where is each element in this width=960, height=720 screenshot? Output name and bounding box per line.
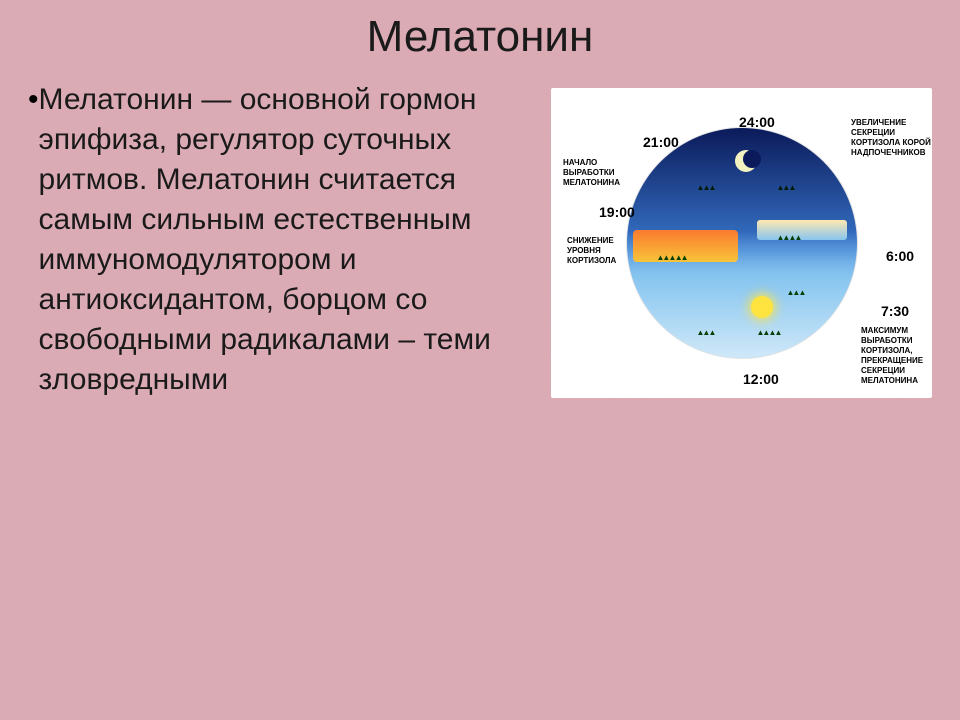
trees-icon: ▲ ▲▲: [697, 183, 715, 192]
circadian-figure: ▲▲ ▲ ▲▲ ▲▲ ▲▲ ▲ ▲▲ ▲▲ ▲ ▲▲ ▲ ▲▲ ▲▲ ▲▲ ▲ …: [551, 88, 932, 398]
dawn-scene: [757, 220, 847, 240]
trees-icon: ▲▲ ▲: [787, 288, 805, 297]
annotation-label: НАЧАЛО ВЫРАБОТКИ МЕЛАТОНИНА: [563, 158, 620, 188]
trees-icon: ▲▲ ▲ ▲▲: [657, 253, 687, 262]
bullet-icon: •: [28, 80, 39, 120]
sun-icon: [751, 296, 773, 318]
trees-icon: ▲▲ ▲: [777, 183, 795, 192]
time-label: 19:00: [599, 204, 635, 220]
time-label: 7:30: [881, 303, 909, 319]
annotation-label: УВЕЛИЧЕНИЕ СЕКРЕЦИИ КОРТИЗОЛА КОРОЙ НАДП…: [851, 118, 931, 158]
trees-icon: ▲▲ ▲▲: [757, 328, 781, 337]
time-label: 21:00: [643, 134, 679, 150]
time-label: 12:00: [743, 371, 779, 387]
annotation-label: СНИЖЕНИЕ УРОВНЯ КОРТИЗОЛА: [567, 236, 616, 266]
body-paragraph: Мелатонин — основной гормон эпифиза, рег…: [39, 80, 533, 400]
time-label: 6:00: [886, 248, 914, 264]
time-label: 24:00: [739, 114, 775, 130]
annotation-label: МАКСИМУМ ВЫРАБОТКИ КОРТИЗОЛА, ПРЕКРАЩЕНИ…: [861, 326, 923, 386]
text-column: • Мелатонин — основной гормон эпифиза, р…: [28, 80, 533, 400]
trees-icon: ▲▲ ▲: [697, 328, 715, 337]
slide-title: Мелатонин: [28, 12, 932, 62]
circadian-clock: ▲▲ ▲ ▲▲ ▲▲ ▲▲ ▲ ▲▲ ▲▲ ▲ ▲▲ ▲ ▲▲ ▲▲ ▲▲ ▲: [627, 128, 857, 358]
trees-icon: ▲▲ ▲▲: [777, 233, 801, 242]
